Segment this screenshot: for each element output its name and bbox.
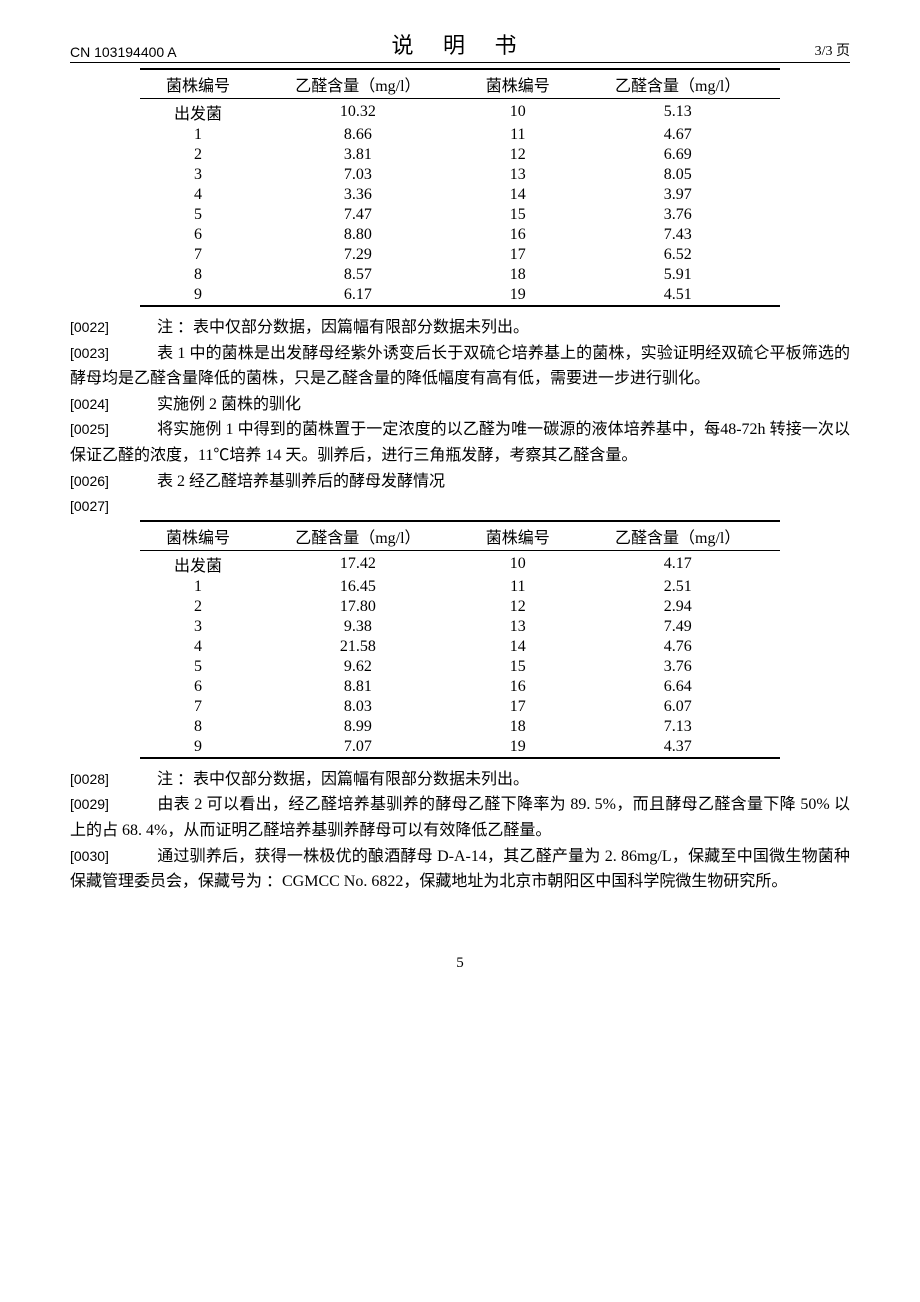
para-0023: [0023]表 1 中的菌株是出发酵母经紫外诱变后长于双硫仑培养基上的菌株，实验…	[70, 341, 850, 392]
para-0024: [0024] 实施例 2 菌株的驯化	[70, 392, 850, 418]
t2-h1: 乙醛含量（mg/l）	[256, 521, 460, 551]
para-text: 将实施例 1 中得到的菌株置于一定浓度的以乙醛为唯一碳源的液体培养基中，每48-…	[70, 421, 850, 464]
table-row: 97.07194.37	[140, 737, 780, 758]
table-row: 68.81166.64	[140, 677, 780, 697]
para-text: 表 2 经乙醛培养基驯养后的酵母发酵情况	[157, 473, 445, 490]
table-row: 96.17194.51	[140, 285, 780, 306]
table-row: 出发菌17.42104.17	[140, 550, 780, 577]
table-row: 23.81126.69	[140, 145, 780, 165]
para-text: 注 ：表中仅部分数据，因篇幅有限部分数据未列出。	[157, 771, 529, 788]
t1-h3: 乙醛含量（mg/l）	[576, 69, 780, 99]
table-row: 出发菌10.32105.13	[140, 99, 780, 126]
table-row: 37.03138.05	[140, 165, 780, 185]
header-row: CN 103194400 A 说 明 书 3/3 页	[70, 40, 850, 63]
table-row: 68.80167.43	[140, 225, 780, 245]
para-0026: [0026] 表 2 经乙醛培养基驯养后的酵母发酵情况	[70, 469, 850, 495]
para-text: 实施例 2 菌株的驯化	[157, 396, 301, 413]
table-2-header-row: 菌株编号 乙醛含量（mg/l） 菌株编号 乙醛含量（mg/l）	[140, 521, 780, 551]
para-0027: [0027]	[70, 494, 850, 520]
para-num: [0023]	[70, 342, 125, 364]
table-row: 116.45112.51	[140, 577, 780, 597]
t1-h2: 菌株编号	[460, 69, 576, 99]
table-row: 88.99187.13	[140, 717, 780, 737]
page-number: 5	[70, 955, 850, 972]
para-num: [0027]	[70, 495, 125, 517]
para-num: [0028]	[70, 768, 125, 790]
table-1: 菌株编号 乙醛含量（mg/l） 菌株编号 乙醛含量（mg/l） 出发菌10.32…	[140, 68, 780, 307]
para-num: [0025]	[70, 418, 125, 440]
para-0025: [0025]将实施例 1 中得到的菌株置于一定浓度的以乙醛为唯一碳源的液体培养基…	[70, 417, 850, 468]
para-num: [0029]	[70, 793, 125, 815]
table-row: 88.57185.91	[140, 265, 780, 285]
page-info: 3/3 页	[815, 40, 850, 60]
table-row: 217.80122.94	[140, 597, 780, 617]
para-text: 由表 2 可以看出，经乙醛培养基驯养的酵母乙醛下降率为 89. 5%，而且酵母乙…	[70, 796, 850, 839]
para-num: [0026]	[70, 470, 125, 492]
table-2: 菌株编号 乙醛含量（mg/l） 菌株编号 乙醛含量（mg/l） 出发菌17.42…	[140, 520, 780, 759]
header-wrap: CN 103194400 A 说 明 书 3/3 页	[70, 40, 850, 68]
para-0029: [0029]由表 2 可以看出，经乙醛培养基驯养的酵母乙醛下降率为 89. 5%…	[70, 792, 850, 843]
para-num: [0022]	[70, 316, 125, 338]
table-row: 18.66114.67	[140, 125, 780, 145]
t1-h0: 菌株编号	[140, 69, 256, 99]
table-1-header-row: 菌株编号 乙醛含量（mg/l） 菌株编号 乙醛含量（mg/l）	[140, 69, 780, 99]
para-0030: [0030]通过驯养后，获得一株极优的酿酒酵母 D-A-14，其乙醛产量为 2.…	[70, 844, 850, 895]
page: CN 103194400 A 说 明 书 3/3 页 菌株编号 乙醛含量（mg/…	[0, 0, 920, 1012]
table-row: 77.29176.52	[140, 245, 780, 265]
table-row: 421.58144.76	[140, 637, 780, 657]
t1-h1: 乙醛含量（mg/l）	[256, 69, 460, 99]
doc-title: 说 明 书	[391, 28, 528, 60]
table-row: 39.38137.49	[140, 617, 780, 637]
table-row: 78.03176.07	[140, 697, 780, 717]
table-row: 57.47153.76	[140, 205, 780, 225]
para-num: [0024]	[70, 393, 125, 415]
para-text: 表 1 中的菌株是出发酵母经紫外诱变后长于双硫仑培养基上的菌株，实验证明经双硫仑…	[70, 345, 850, 388]
t2-h3: 乙醛含量（mg/l）	[576, 521, 780, 551]
para-0022: [0022] 注 ：表中仅部分数据，因篇幅有限部分数据未列出。	[70, 315, 850, 341]
table-row: 59.62153.76	[140, 657, 780, 677]
para-0028: [0028] 注 ：表中仅部分数据，因篇幅有限部分数据未列出。	[70, 767, 850, 793]
doc-number: CN 103194400 A	[70, 44, 177, 60]
para-text: 通过驯养后，获得一株极优的酿酒酵母 D-A-14，其乙醛产量为 2. 86mg/…	[70, 848, 850, 891]
t2-h2: 菌株编号	[460, 521, 576, 551]
para-num: [0030]	[70, 845, 125, 867]
para-text: 注 ：表中仅部分数据，因篇幅有限部分数据未列出。	[157, 319, 529, 336]
table-row: 43.36143.97	[140, 185, 780, 205]
t2-h0: 菌株编号	[140, 521, 256, 551]
